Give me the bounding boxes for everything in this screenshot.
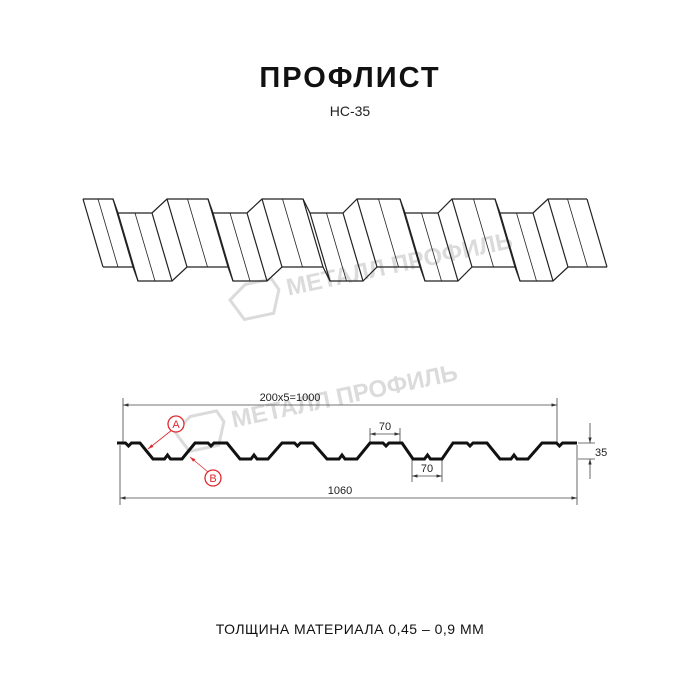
sheet-fold-line bbox=[494, 198, 516, 268]
dim-total-label: 1060 bbox=[328, 485, 352, 497]
sheet-back-edge bbox=[83, 198, 587, 214]
sheet-rib-line bbox=[421, 212, 442, 282]
sheet-fold-line bbox=[586, 198, 608, 268]
sheet-fold-line bbox=[356, 198, 378, 268]
sheet-perspective bbox=[82, 198, 608, 282]
sheet-fold-line bbox=[399, 198, 421, 268]
sheet-rib-line bbox=[473, 198, 494, 268]
sheet-fold-line bbox=[342, 212, 364, 282]
dim-bottom-70-label: 70 bbox=[421, 463, 433, 475]
sheet-fold-line bbox=[261, 198, 283, 268]
sheet-rib-line bbox=[326, 212, 347, 282]
sheet-rib-line bbox=[282, 198, 303, 268]
dim-top-70-label: 70 bbox=[379, 421, 391, 433]
sheet-fold-line bbox=[112, 198, 134, 268]
svg-text:B: B bbox=[209, 473, 216, 485]
watermark-bottom: МЕТАЛЛ ПРОФИЛЬ bbox=[173, 359, 460, 454]
profile-cross-section bbox=[117, 441, 577, 461]
svg-text:МЕТАЛЛ ПРОФИЛЬ: МЕТАЛЛ ПРОФИЛЬ bbox=[284, 227, 515, 301]
sheet-fold-line bbox=[82, 198, 104, 268]
sheet-fold-line bbox=[302, 198, 324, 268]
sheet-rib-line bbox=[229, 212, 251, 282]
sheet-fold-line bbox=[151, 212, 173, 282]
sheet-fold-line bbox=[547, 198, 569, 268]
sheet-rib-line bbox=[134, 212, 156, 282]
sheet-fold-line bbox=[437, 212, 459, 282]
sheet-rib-line bbox=[378, 198, 399, 268]
sheet-fold-line bbox=[404, 212, 426, 282]
material-thickness: ТОЛЩИНА МАТЕРИАЛА 0,45 – 0,9 ММ bbox=[215, 621, 485, 637]
marker-a: A bbox=[147, 415, 185, 450]
sheet-fold-line bbox=[207, 198, 229, 268]
sheet-fold-line bbox=[212, 212, 234, 282]
page-title: ПРОФЛИСТ bbox=[259, 62, 441, 94]
sheet-fold-line bbox=[166, 198, 188, 268]
sheet-fold-line bbox=[309, 212, 331, 282]
sheet-fold-line bbox=[499, 212, 521, 282]
sheet-rib-line bbox=[516, 212, 537, 282]
profile-code: НС-35 bbox=[329, 103, 371, 119]
marker-b: B bbox=[189, 456, 222, 487]
sheet-rib-line bbox=[187, 198, 208, 268]
dim-pitch-label: 200x5=1000 bbox=[260, 392, 321, 404]
sheet-fold-line bbox=[532, 212, 554, 282]
sheet-fold-line bbox=[246, 212, 268, 282]
sheet-rib-line bbox=[567, 198, 588, 268]
dim-height-label: 35 bbox=[595, 447, 607, 459]
svg-text:A: A bbox=[172, 419, 180, 431]
watermark-top: МЕТАЛЛ ПРОФИЛЬ bbox=[228, 227, 515, 322]
sheet-rib-line bbox=[97, 198, 119, 268]
sheet-fold-line bbox=[117, 212, 139, 282]
sheet-fold-line bbox=[451, 198, 473, 268]
